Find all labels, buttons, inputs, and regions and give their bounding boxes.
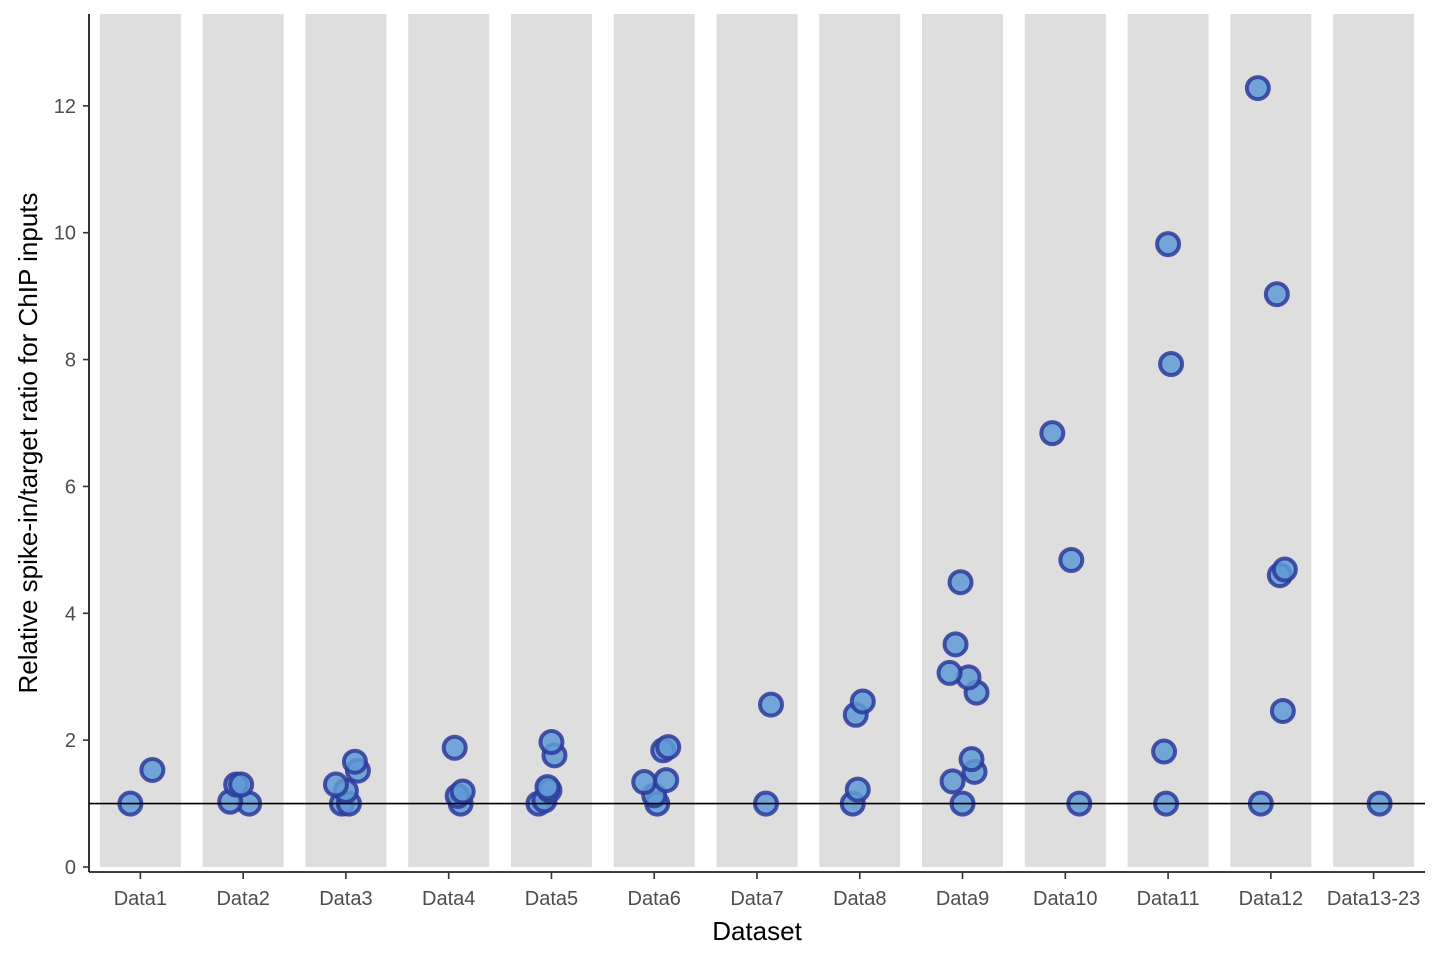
data-point-data3-5 xyxy=(341,748,368,775)
x-tick-label-data6: Data6 xyxy=(628,888,681,910)
y-axis-title: Relative spike-in/target ratio for ChIP … xyxy=(13,193,43,694)
band-data6 xyxy=(613,14,695,867)
band-data1 xyxy=(99,14,181,867)
data-point-data10-1 xyxy=(1058,546,1085,573)
x-tick-label-data10: Data10 xyxy=(1033,888,1098,910)
data-point-data12-3 xyxy=(1271,556,1298,583)
y-tick-label-2: 2 xyxy=(65,730,76,752)
y-tick-label-10: 10 xyxy=(54,223,76,245)
band-data7 xyxy=(716,14,798,867)
y-tick-label-4: 4 xyxy=(65,603,76,625)
y-tick-label-6: 6 xyxy=(65,476,76,498)
band-data3 xyxy=(305,14,387,867)
band-data9 xyxy=(922,14,1004,867)
x-tick-label-data12: Data12 xyxy=(1239,888,1304,910)
x-axis-ticks: Data1 Data2 Data3 Data4 Data5 Data6 Data7 Data8… xyxy=(114,872,1420,910)
data-point-data8-3 xyxy=(849,688,876,715)
data-point-data1-1 xyxy=(139,756,166,783)
data-point-data4-3 xyxy=(441,734,468,761)
x-tick-label-data4: Data4 xyxy=(422,888,475,910)
data-point-data11-2 xyxy=(1158,351,1185,378)
x-tick-label-data2: Data2 xyxy=(216,888,269,910)
data-point-data11-3 xyxy=(1155,231,1182,258)
band-data8 xyxy=(819,14,901,867)
data-point-data11-1 xyxy=(1151,738,1178,765)
x-tick-label-data1: Data1 xyxy=(114,888,167,910)
x-tick-label-data5: Data5 xyxy=(525,888,578,910)
data-point-data12-4 xyxy=(1263,281,1290,308)
data-point-data6-5 xyxy=(655,734,682,761)
data-point-data10-2 xyxy=(1039,420,1066,447)
category-bands xyxy=(99,14,1415,867)
data-point-data9-1 xyxy=(939,768,966,795)
band-data10 xyxy=(1024,14,1106,867)
data-point-data9-3 xyxy=(958,746,985,773)
x-tick-label-data11: Data11 xyxy=(1137,888,1200,910)
band-data4 xyxy=(408,14,490,867)
band-data11 xyxy=(1127,14,1209,867)
data-point-data9-6 xyxy=(936,659,963,686)
x-tick-label-data13-23: Data13-23 xyxy=(1327,888,1420,910)
y-tick-label-8: 8 xyxy=(65,350,76,372)
data-point-data9-8 xyxy=(947,569,974,596)
data-point-data12-1 xyxy=(1269,697,1296,724)
data-point-data8-1 xyxy=(844,776,871,803)
band-data13-23 xyxy=(1333,14,1415,867)
data-point-data7-1 xyxy=(758,691,784,718)
x-tick-label-data7: Data7 xyxy=(730,888,783,910)
y-tick-label-0: 0 xyxy=(65,857,76,879)
data-point-data4-2 xyxy=(449,778,476,805)
band-data12 xyxy=(1230,14,1312,867)
data-point-data6-2 xyxy=(631,769,658,796)
data-point-data12-5 xyxy=(1244,75,1271,102)
data-point-data5-5 xyxy=(538,729,565,756)
x-tick-label-data8: Data8 xyxy=(833,888,886,910)
data-point-data5-3 xyxy=(534,774,561,801)
data-points xyxy=(117,75,1393,817)
band-data2 xyxy=(202,14,284,867)
data-point-data6-3 xyxy=(653,767,680,794)
x-axis-title: Dataset xyxy=(712,916,802,946)
x-tick-label-data9: Data9 xyxy=(936,888,989,910)
y-axis-ticks: 0 2 4 6 8 10 12 xyxy=(54,96,89,879)
y-tick-label-12: 12 xyxy=(54,96,76,118)
band-data5 xyxy=(510,14,592,867)
data-point-data3-3 xyxy=(322,771,349,798)
data-point-data2-3 xyxy=(228,771,255,798)
x-tick-label-data3: Data3 xyxy=(319,888,372,910)
data-point-data9-7 xyxy=(942,631,969,658)
